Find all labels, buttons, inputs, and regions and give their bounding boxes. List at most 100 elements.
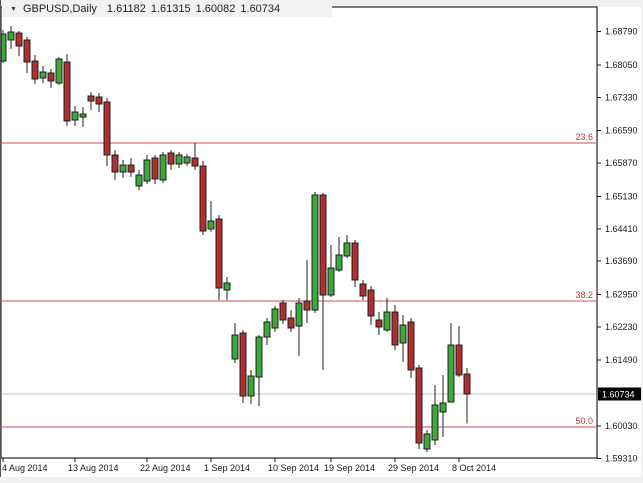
candle-body-up: [223, 282, 231, 291]
candle-body-down: [351, 242, 359, 281]
candle-body-down: [31, 60, 39, 80]
date-tick-label: 13 Aug 2014: [68, 463, 119, 473]
candle-body-up: [0, 33, 7, 62]
candle-body-down: [103, 101, 111, 156]
price-tick-label: 1.64410: [605, 224, 638, 234]
candle-body-up: [231, 334, 239, 360]
candle-body-down: [415, 367, 423, 444]
fib-level-label: 50.0: [575, 416, 593, 426]
candle-body-down: [359, 283, 367, 297]
candle-body-down: [63, 61, 71, 122]
window-right-edge: [641, 0, 643, 483]
candle-body-up: [7, 31, 15, 41]
price-tick-label: 1.67330: [605, 92, 638, 102]
candle-body-up: [327, 267, 335, 296]
price-tick-label: 1.68790: [605, 27, 638, 37]
price-tick-label: 1.68050: [605, 60, 638, 70]
fib-retracement-lines[interactable]: 23.6 38.2 50.0: [2, 132, 596, 428]
candle-body-up: [343, 242, 351, 257]
candle-body-up: [335, 254, 343, 271]
candle-body-up: [255, 336, 263, 378]
date-tick-label: 8 Oct 2014: [452, 463, 496, 473]
last-price-value: 1.60734: [602, 390, 635, 400]
date-tick-label: 1 Sep 2014: [204, 463, 250, 473]
symbol-period-label: GBPUSD,Daily: [22, 3, 97, 15]
candle-body-down: [407, 321, 415, 371]
high-value: 1.61315: [150, 3, 191, 15]
candle-body-up: [247, 375, 255, 397]
candle-body-up: [447, 344, 455, 403]
candle-body-down: [199, 165, 207, 232]
chart-titlebar: ▼ GBPUSD,Daily 1.61182 1.61315 1.60082 1…: [2, 1, 332, 17]
candle-body-down: [391, 311, 399, 346]
fib-level-label: 38.2: [575, 290, 593, 300]
open-value: 1.61182: [106, 3, 146, 15]
candle-body-down: [239, 332, 247, 397]
candle-body-up: [143, 159, 151, 182]
candle-body-up: [271, 308, 279, 329]
time-axis-background[interactable]: [0, 459, 641, 477]
candle-body-down: [375, 319, 383, 328]
candle-body-up: [175, 154, 183, 165]
candle-body-down: [151, 157, 159, 180]
date-tick-label: 22 Aug 2014: [140, 463, 191, 473]
candles-layer[interactable]: [0, 25, 471, 452]
candle-body-up: [119, 164, 127, 173]
candle-body-down: [367, 289, 375, 317]
date-tick-label: 4 Aug 2014: [2, 463, 48, 473]
candle-body-up: [399, 324, 407, 344]
candle-body-down: [319, 194, 327, 296]
candle-body-up: [159, 154, 167, 181]
candle-body-up: [423, 433, 431, 450]
candle-body-down: [167, 152, 175, 165]
candle-body-up: [431, 404, 439, 441]
candle-body-down: [191, 157, 199, 167]
price-tick-label: 1.63690: [605, 256, 638, 266]
price-tick-label: 1.59310: [605, 453, 638, 463]
candle-body-up: [183, 156, 191, 164]
price-axis-background[interactable]: [598, 7, 641, 458]
window-left-edge: [0, 0, 1, 483]
candle-body-up: [135, 174, 143, 187]
candle-body-down: [23, 39, 31, 63]
date-tick-label: 19 Sep 2014: [324, 463, 375, 473]
candle-body-up: [39, 71, 47, 79]
price-tick-label: 1.66590: [605, 126, 638, 136]
candle-body-up: [263, 321, 271, 338]
price-tick-label: 1.65130: [605, 191, 638, 201]
candle-body-down: [127, 164, 135, 173]
candle-body-down: [15, 32, 23, 47]
candle-body-down: [87, 95, 95, 102]
collapse-triangle-icon[interactable]: ▼: [10, 5, 17, 13]
date-tick-label: 29 Sep 2014: [388, 463, 439, 473]
time-axis[interactable]: 4 Aug 2014 13 Aug 2014 22 Aug 2014 1 Sep 20…: [2, 458, 496, 473]
candle-body-up: [295, 302, 303, 327]
low-value: 1.60082: [195, 3, 236, 15]
candle-body-down: [287, 317, 295, 329]
candle-body-down: [303, 300, 311, 311]
price-tick-label: 1.65870: [605, 158, 638, 168]
last-price-badge: 1.60734: [598, 387, 642, 401]
candle-body-up: [55, 58, 63, 84]
window-bottom-edge: [0, 477, 643, 483]
candle-body-up: [207, 220, 215, 230]
price-tick-label: 1.62230: [605, 322, 638, 332]
price-axis[interactable]: 1.68790 1.68050 1.67330 1.66590 1.65870 1.651…: [597, 27, 638, 464]
close-value: 1.60734: [240, 3, 281, 15]
candle-body-down: [463, 373, 471, 395]
candle-body-up: [79, 113, 87, 118]
candle-body-down: [215, 218, 223, 289]
candle-body-down: [95, 96, 103, 105]
candle-body-up: [311, 194, 319, 311]
candle-body-down: [279, 302, 287, 321]
date-tick-label: 10 Sep 2014: [268, 463, 319, 473]
plot-background[interactable]: [1, 7, 597, 458]
price-tick-label: 1.60030: [605, 421, 638, 431]
price-tick-label: 1.62950: [605, 289, 638, 299]
candle-body-down: [455, 344, 463, 376]
price-tick-label: 1.61490: [605, 355, 638, 365]
candle-body-down: [47, 72, 55, 82]
fib-level-label: 23.6: [575, 132, 593, 142]
